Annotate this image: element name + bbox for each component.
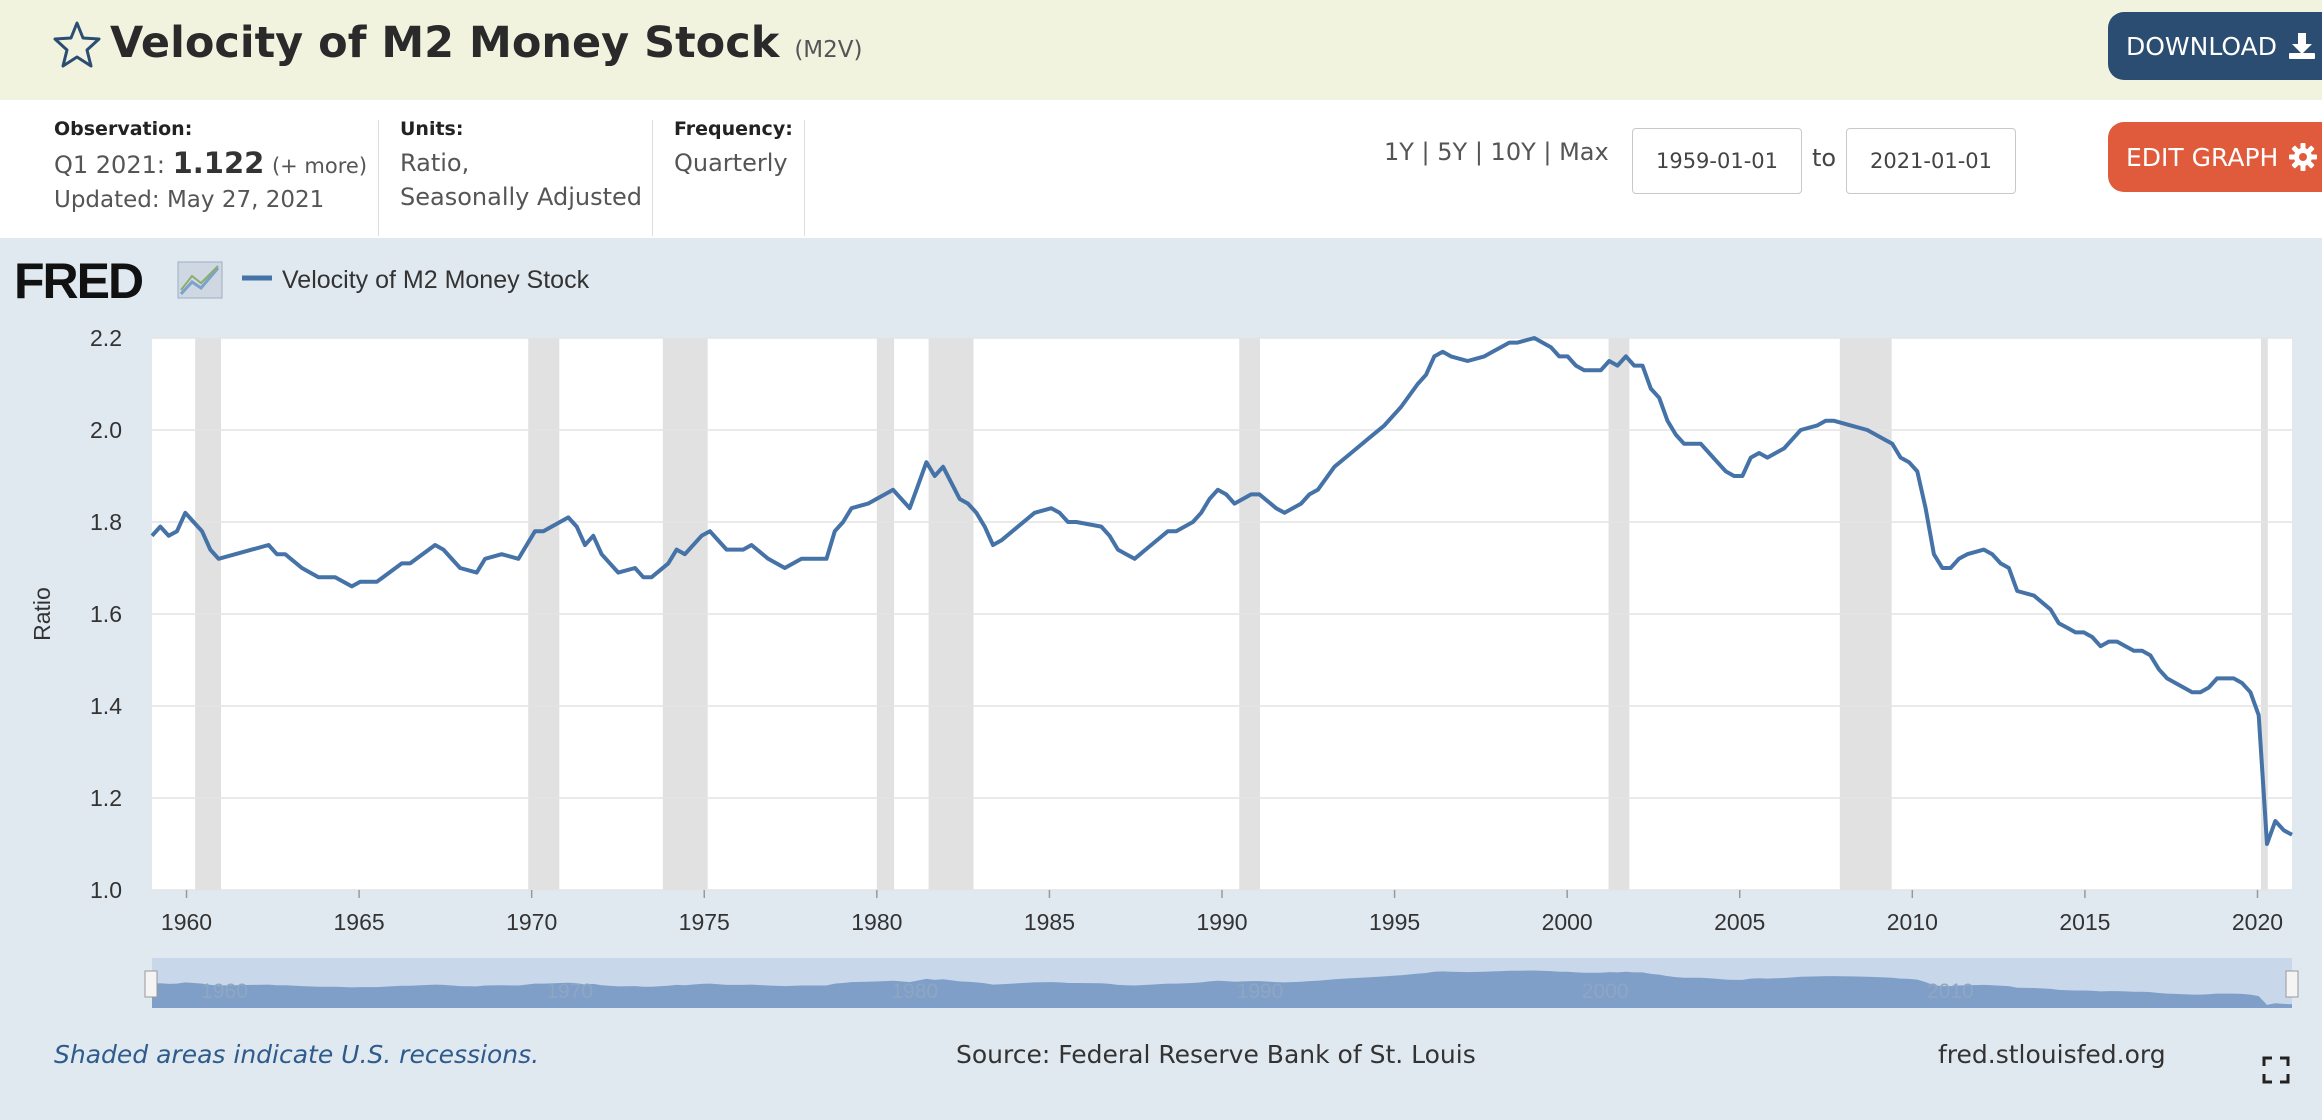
updated-date: Updated: May 27, 2021: [54, 187, 325, 213]
edit-graph-label: EDIT GRAPH: [2126, 142, 2279, 172]
site-url[interactable]: fred.stlouisfed.org: [1938, 1040, 2166, 1069]
x-tick-label: 2015: [2059, 909, 2110, 935]
y-tick-label: 1.2: [90, 785, 122, 811]
observation-line: Q1 2021: 1.122 (+ more): [54, 146, 367, 183]
navigator-right-handle[interactable]: [2285, 970, 2299, 998]
y-axis-label: Ratio: [29, 587, 55, 641]
frequency-block: Frequency: Quarterly: [674, 118, 793, 180]
fred-logo-text: FRED: [14, 253, 143, 309]
x-tick-label: 1960: [161, 909, 212, 935]
x-tick-label: 1970: [506, 909, 557, 935]
y-tick-label: 1.4: [90, 693, 122, 719]
gear-icon: [2289, 143, 2318, 171]
navigator-labels: 1960 1970 1980 1990 2000 2010: [201, 980, 1974, 1003]
end-date-input[interactable]: 2021-01-01: [1846, 128, 2016, 194]
info-divider: [804, 120, 805, 236]
series-header: Velocity of M2 Money Stock (M2V) DOWNLOA…: [0, 0, 2322, 100]
to-label: to: [1812, 144, 1837, 172]
series-code: (M2V): [794, 37, 863, 63]
source-text: Source: Federal Reserve Bank of St. Loui…: [956, 1040, 1476, 1069]
x-tick-label: 2000: [1542, 909, 1593, 935]
units-line1: Ratio,: [400, 149, 470, 177]
more-link[interactable]: (+ more): [271, 154, 368, 178]
y-axis: 1.0 1.2 1.4 1.6 1.8 2.0 2.2: [90, 325, 122, 903]
fred-logo: FRED: [14, 253, 223, 309]
start-date-input[interactable]: 1959-01-01: [1632, 128, 1802, 194]
frequency-label: Frequency:: [674, 118, 793, 140]
range-selector[interactable]: 1Y | 5Y | 10Y | Max: [1384, 138, 1609, 166]
fullscreen-icon[interactable]: [2262, 1056, 2290, 1084]
recession-note: Shaded areas indicate U.S. recessions.: [54, 1040, 540, 1069]
series-title: Velocity of M2 Money Stock: [110, 18, 780, 68]
x-tick-label: 1990: [1196, 909, 1247, 935]
y-tick-label: 2.0: [90, 417, 122, 443]
observation-label: Observation:: [54, 118, 193, 140]
x-tick-label: 1985: [1024, 909, 1075, 935]
range-navigator[interactable]: 1960 1970 1980 1990 2000 2010: [144, 958, 2299, 1008]
x-tick-label: 1980: [851, 909, 902, 935]
x-tick-label: 1965: [334, 909, 385, 935]
navigator-year-label: 1970: [546, 980, 593, 1003]
download-icon: [2288, 33, 2315, 59]
y-tick-label: 2.2: [90, 325, 122, 351]
info-divider: [652, 120, 653, 236]
x-tick-label: 1995: [1369, 909, 1420, 935]
observation-block: Observation: Q1 2021: 1.122 (+ more) Upd…: [54, 118, 367, 217]
y-tick-label: 1.6: [90, 601, 122, 627]
observation-period: Q1 2021:: [54, 151, 165, 179]
gridlines: [152, 337, 2292, 891]
legend-label: Velocity of M2 Money Stock: [282, 266, 590, 294]
edit-graph-button[interactable]: EDIT GRAPH: [2108, 122, 2322, 192]
navigator-area: [152, 970, 2292, 1008]
y-tick-label: 1.8: [90, 509, 122, 535]
info-divider: [378, 120, 379, 236]
units-label: Units:: [400, 118, 464, 140]
navigator-year-label: 1990: [1237, 980, 1284, 1003]
navigator-left-handle[interactable]: [144, 970, 158, 998]
navigator-year-label: 1960: [201, 980, 248, 1003]
star-icon[interactable]: [52, 20, 102, 70]
units-block: Units: Ratio, Seasonally Adjusted: [400, 118, 642, 214]
x-tick-label: 2020: [2232, 909, 2283, 935]
x-tick-label: 2005: [1714, 909, 1765, 935]
frequency-value: Quarterly: [674, 149, 788, 177]
navigator-year-label: 1980: [891, 980, 938, 1003]
page-title: Velocity of M2 Money Stock (M2V): [110, 18, 862, 68]
observation-value: 1.122: [172, 146, 265, 180]
navigator-year-label: 2010: [1927, 980, 1974, 1003]
download-label: DOWNLOAD: [2126, 31, 2277, 61]
units-line2: Seasonally Adjusted: [400, 183, 643, 211]
x-tick-label: 2010: [1887, 909, 1938, 935]
x-axis: 1960 1965 1970 1975 1980 1985 1990 1995 2000 2005…: [161, 890, 2283, 935]
series-line: [150, 336, 2293, 846]
navigator-year-label: 2000: [1582, 980, 1629, 1003]
download-button[interactable]: DOWNLOAD: [2108, 12, 2322, 80]
y-tick-label: 1.0: [90, 877, 122, 903]
x-tick-label: 1975: [679, 909, 730, 935]
